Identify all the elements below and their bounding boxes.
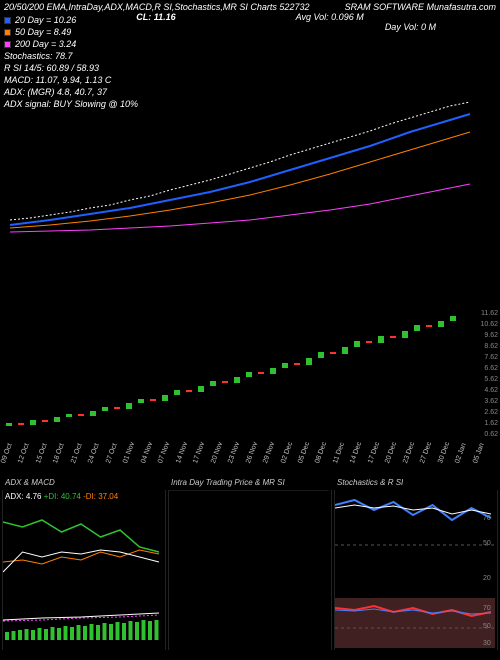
stochastics-rsi-panel[interactable]: Stochastics & R SI 705020705030: [334, 490, 498, 650]
main-price-chart[interactable]: [0, 10, 500, 250]
adx-panel-title: ADX & MACD: [5, 478, 55, 487]
svg-text:70: 70: [483, 605, 491, 612]
candlestick-chart[interactable]: [0, 310, 480, 440]
stoch-title: Stochastics & R SI: [337, 478, 403, 487]
intraday-title: Intra Day Trading Price & MR SI: [171, 478, 285, 487]
adx-macd-panel[interactable]: ADX & MACD ADX: 4.76 +DI: 40.74 -DI: 37.…: [2, 490, 166, 650]
svg-text:50: 50: [483, 540, 491, 547]
indicator-panels: ADX & MACD ADX: 4.76 +DI: 40.74 -DI: 37.…: [0, 490, 500, 650]
date-x-axis: 09 Oct12 Oct15 Oct18 Oct21 Oct24 Oct27 O…: [0, 442, 480, 472]
svg-text:70: 70: [483, 515, 491, 522]
svg-text:50: 50: [483, 623, 491, 630]
svg-text:30: 30: [483, 640, 491, 647]
adx-panel-label: ADX: 4.76 +DI: 40.74 -DI: 37.04: [5, 492, 118, 501]
intraday-panel[interactable]: Intra Day Trading Price & MR SI: [168, 490, 332, 650]
candle-y-axis: 11.6210.629.628.627.626.625.624.623.622.…: [480, 310, 500, 440]
svg-text:20: 20: [483, 575, 491, 582]
